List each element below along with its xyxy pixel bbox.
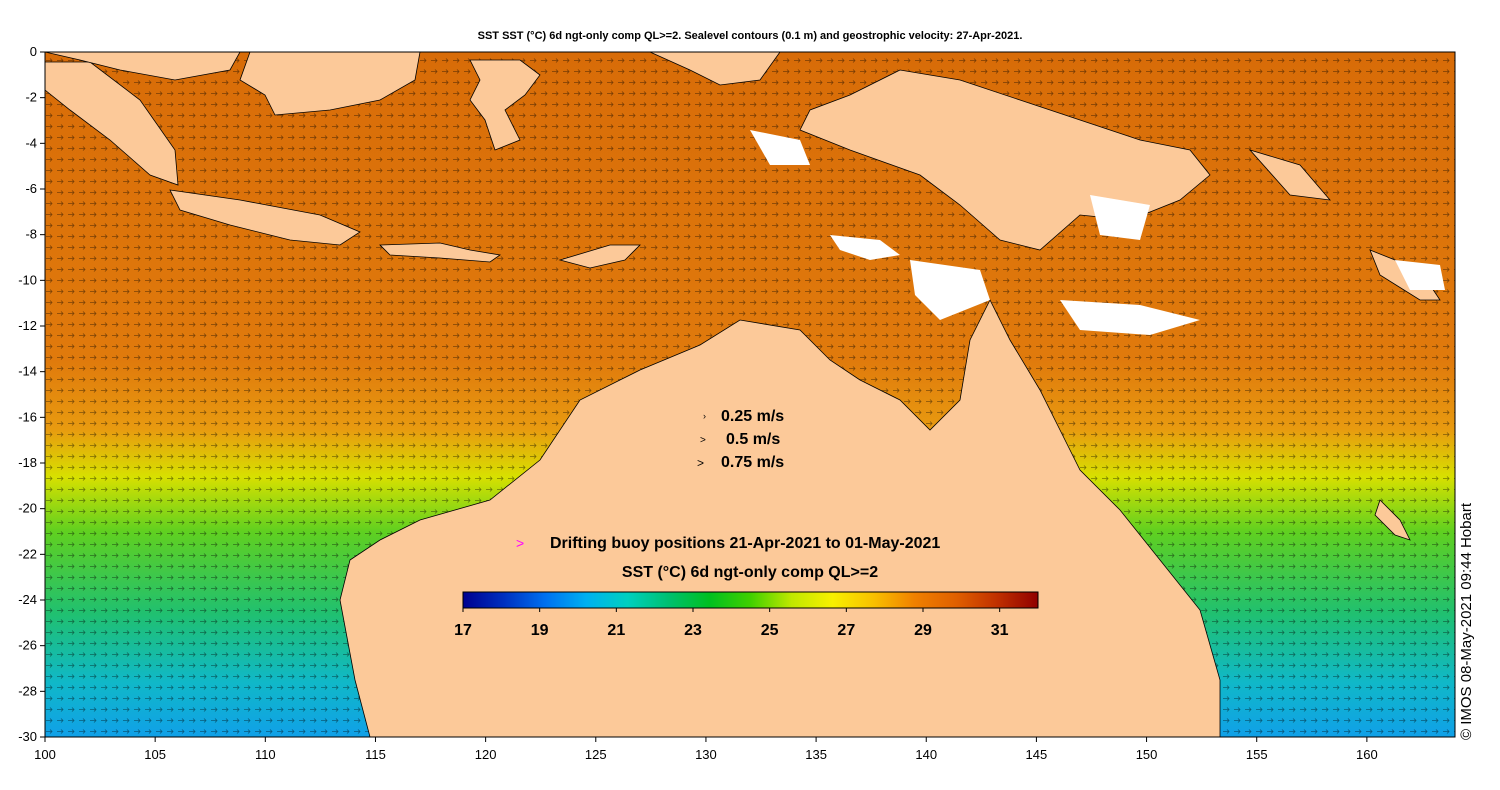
y-tick-label: -28 (18, 683, 37, 698)
colorbar-tick-label: 25 (761, 622, 779, 639)
x-tick-label: 135 (805, 747, 827, 762)
landmasses (45, 52, 1441, 737)
y-tick-label: -30 (18, 729, 37, 744)
y-tick-label: -2 (25, 90, 37, 105)
y-tick-label: -22 (18, 546, 37, 561)
colorbar-tick-label: 23 (684, 622, 702, 639)
cloud-patch (1060, 300, 1200, 335)
x-tick-label: 115 (365, 747, 386, 762)
colorbar-tick-label: 19 (531, 622, 549, 639)
cloud-patch (1395, 260, 1445, 290)
y-tick-label: -12 (18, 318, 37, 333)
borneo-land (239, 52, 421, 116)
map-title: SST SST (°C) 6d ngt-only comp QL>=2. Sea… (477, 30, 1023, 42)
y-tick-label: 0 (30, 44, 37, 59)
credit-text: © IMOS 08-May-2021 09:44 Hobart (1458, 502, 1475, 740)
velocity-legend-label-0: 0.25 m/s (721, 408, 784, 425)
x-tick-label: 100 (34, 747, 56, 762)
cloud-patch (910, 260, 990, 320)
velocity-legend: › 0.25 m/s > 0.5 m/s > 0.75 m/s (697, 408, 784, 471)
cloud-patch (1090, 195, 1150, 240)
x-tick-label: 105 (144, 747, 166, 762)
colorbar: SST (°C) 6d ngt-only comp QL>=2 17 19 21 23… (454, 564, 1039, 639)
x-tick-label: 160 (1356, 747, 1378, 762)
colorbar-title: SST (°C) 6d ngt-only comp QL>=2 (622, 564, 878, 581)
buoy-legend-label: Drifting buoy positions 21-Apr-2021 to 0… (550, 535, 940, 552)
x-tick-label: 150 (1136, 747, 1158, 762)
velocity-arrow-2-icon: > (697, 456, 704, 470)
x-tick-label: 125 (585, 747, 607, 762)
new-britain-land (1248, 149, 1331, 201)
y-tick-label: -6 (25, 181, 37, 196)
y-tick-label: -20 (18, 501, 37, 516)
sulawesi-land (469, 59, 541, 151)
malaysia-land (45, 52, 241, 81)
cloud-masks (750, 130, 1445, 335)
x-tick-label: 145 (1026, 747, 1048, 762)
timor-land (558, 244, 641, 269)
sumatra-land (45, 61, 179, 186)
x-tick-label: 140 (915, 747, 937, 762)
plot-area (45, 52, 1455, 737)
colorbar-scale (462, 591, 1039, 609)
y-tick-label: -16 (18, 409, 37, 424)
cloud-patch (750, 130, 810, 165)
y-tick-label: -24 (18, 592, 37, 607)
buoy-symbol-icon: > (516, 535, 524, 551)
y-tick-label: -18 (18, 455, 37, 470)
colorbar-tick-label: 31 (991, 622, 1009, 639)
velocity-arrow-0-icon: › (703, 411, 706, 421)
y-tick-label: -4 (25, 135, 37, 150)
y-axis: 0 -2 -4 -6 -8 -10 -12 -14 -16 -18 -20 -22 -24 -26 -28 -… (18, 44, 45, 744)
colorbar-ticks: 17 19 21 23 25 27 29 31 (454, 608, 1009, 639)
y-tick-label: -14 (18, 364, 37, 379)
y-tick-label: -8 (25, 227, 37, 242)
x-axis: 100 105 110 115 120 125 130 135 140 145 150 155 160 (34, 737, 1378, 762)
cloud-patch (830, 235, 900, 260)
java-land (169, 189, 361, 246)
buoy-legend: > Drifting buoy positions 21-Apr-2021 to… (516, 535, 940, 552)
sumbawa-islands (379, 242, 502, 263)
velocity-arrow-1-icon: > (700, 435, 706, 446)
y-tick-label: -10 (18, 272, 37, 287)
colorbar-tick-label: 29 (914, 622, 932, 639)
y-tick-label: -26 (18, 638, 37, 653)
x-tick-label: 155 (1246, 747, 1268, 762)
velocity-legend-label-2: 0.75 m/s (721, 454, 784, 471)
colorbar-tick-label: 17 (454, 622, 472, 639)
australia-land (339, 299, 1221, 737)
x-tick-label: 120 (475, 747, 497, 762)
colorbar-tick-label: 27 (837, 622, 855, 639)
x-tick-label: 130 (695, 747, 717, 762)
velocity-legend-label-1: 0.5 m/s (726, 431, 780, 448)
colorbar-tick-label: 21 (607, 622, 625, 639)
x-tick-label: 110 (255, 747, 276, 762)
plot-frame (44, 51, 1456, 738)
new-caledonia-land (1374, 499, 1411, 541)
philippines-land (649, 52, 781, 86)
